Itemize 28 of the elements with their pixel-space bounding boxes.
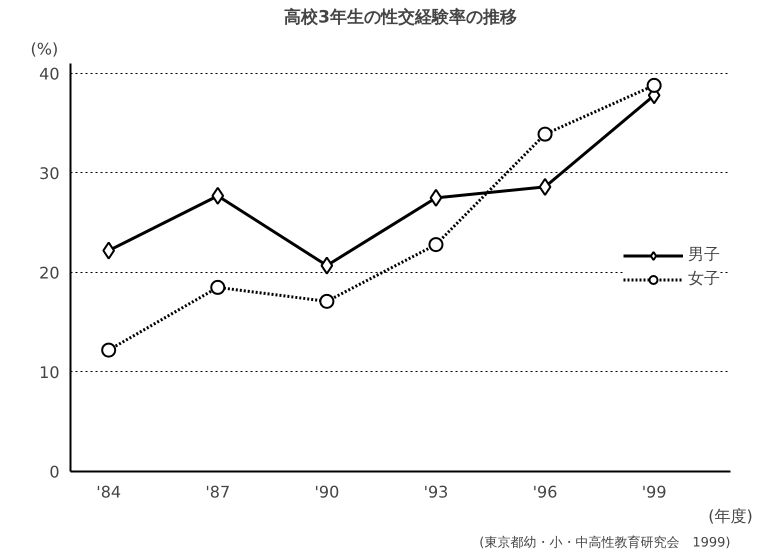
text: (東京都幼・小・中高性教育研究会 1999): [479, 534, 731, 550]
x-tick-label: '93: [424, 482, 448, 502]
x-tick-label: '96: [532, 482, 558, 502]
point: [210, 280, 226, 295]
legend-label: 男子: [688, 244, 720, 266]
y-tick-label: 40: [39, 64, 60, 84]
point: [320, 256, 334, 275]
point: [319, 294, 334, 309]
y-tick-label: 20: [39, 263, 60, 282]
point: [101, 342, 116, 358]
chart-title: 高校3年生の性交経験率の推移: [284, 8, 517, 28]
point: [428, 237, 444, 252]
x-tick-label: '87: [205, 482, 230, 502]
point: [538, 178, 552, 196]
y-tick-label: 10: [39, 362, 60, 382]
x-axis-title: (年度): [708, 506, 753, 526]
point: [102, 242, 116, 260]
y-tick-label: 30: [39, 164, 60, 183]
y-axis-title: (%): [30, 40, 58, 58]
legend-label: 女子: [688, 268, 720, 290]
x-tick-label: '84: [96, 482, 122, 502]
point: [211, 186, 224, 205]
point: [646, 78, 662, 93]
point: [538, 126, 553, 142]
y-tick-label: 0: [49, 462, 60, 482]
point: [430, 188, 442, 207]
x-tick-label: '90: [314, 482, 340, 502]
x-tick-label: '99: [642, 482, 667, 502]
